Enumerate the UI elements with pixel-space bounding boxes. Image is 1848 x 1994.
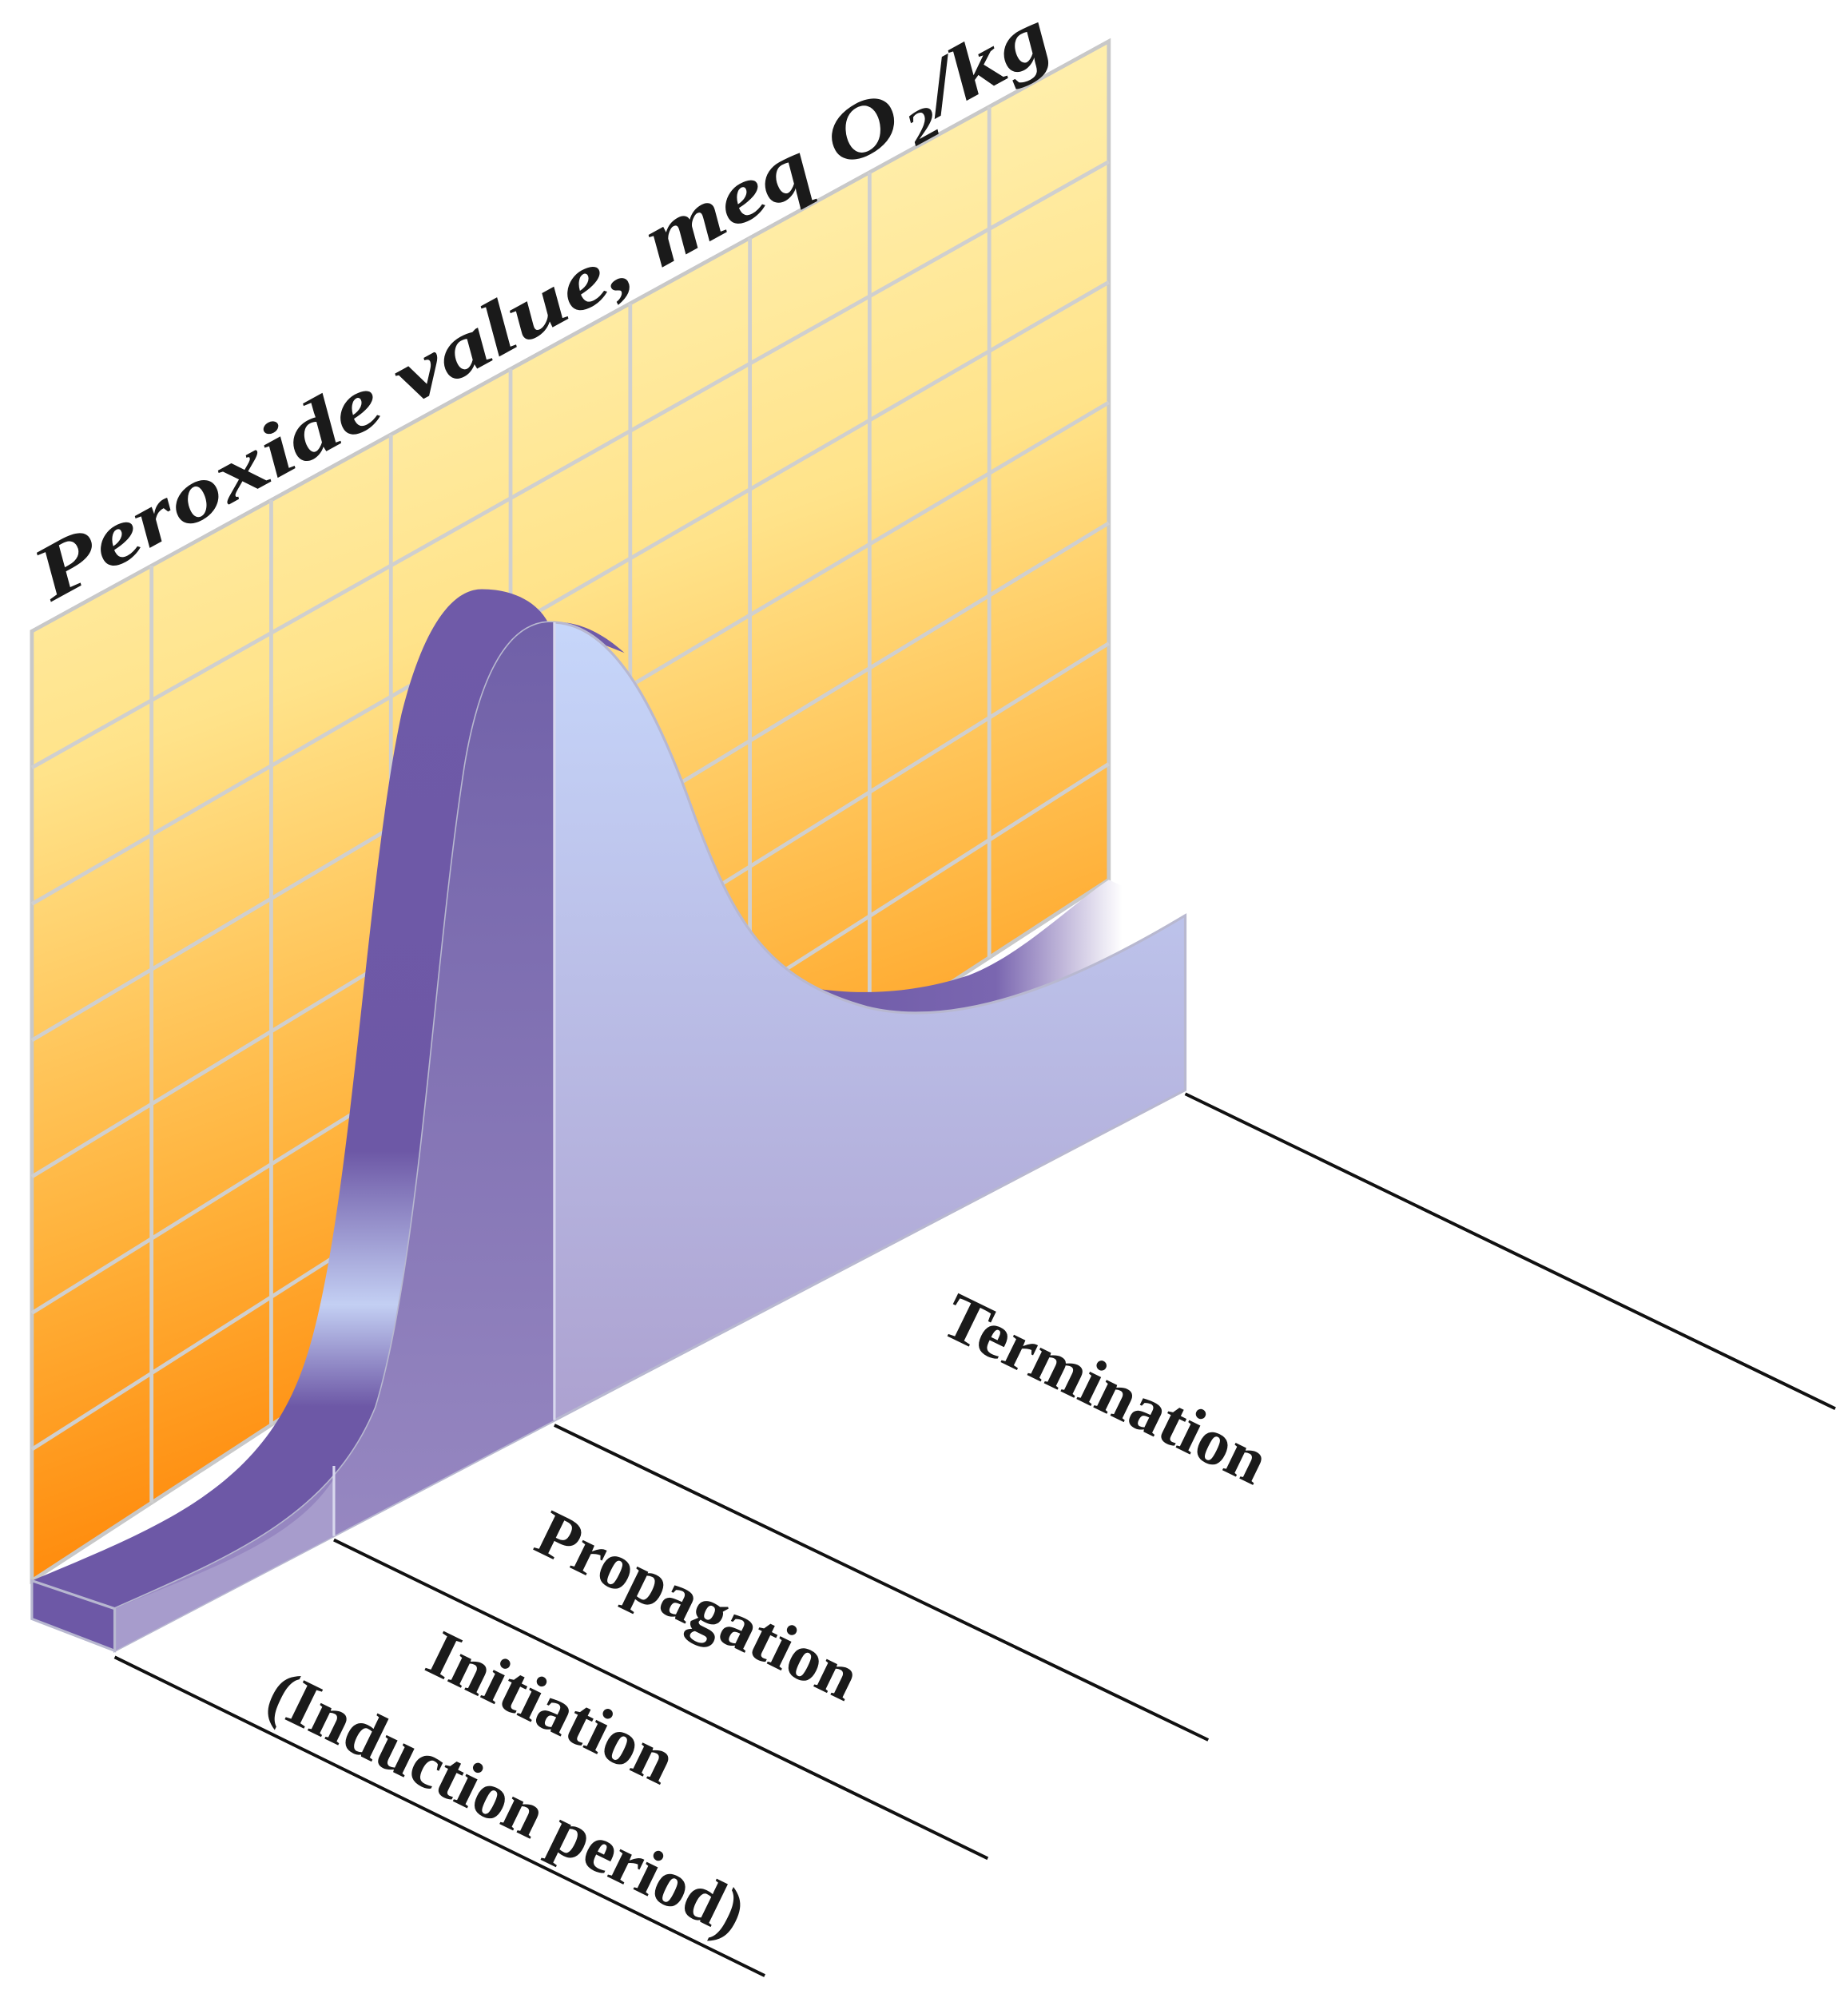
phase-line bbox=[554, 1424, 1210, 1742]
phase-label: Termination bbox=[932, 1278, 1280, 1498]
curve-top-strip bbox=[31, 589, 625, 1611]
phase-line bbox=[113, 1655, 765, 1977]
phase-lines bbox=[113, 1092, 1836, 1977]
curve-tail-strip bbox=[765, 880, 1186, 1026]
front-face-initiation bbox=[114, 1478, 334, 1651]
grid-line bbox=[30, 160, 1110, 769]
phase-line bbox=[1184, 1092, 1836, 1411]
phase-line bbox=[333, 1538, 989, 1861]
left-end-face bbox=[30, 1579, 117, 1653]
grid-line bbox=[30, 280, 1110, 906]
front-face-initiation-propagation bbox=[114, 622, 554, 1651]
